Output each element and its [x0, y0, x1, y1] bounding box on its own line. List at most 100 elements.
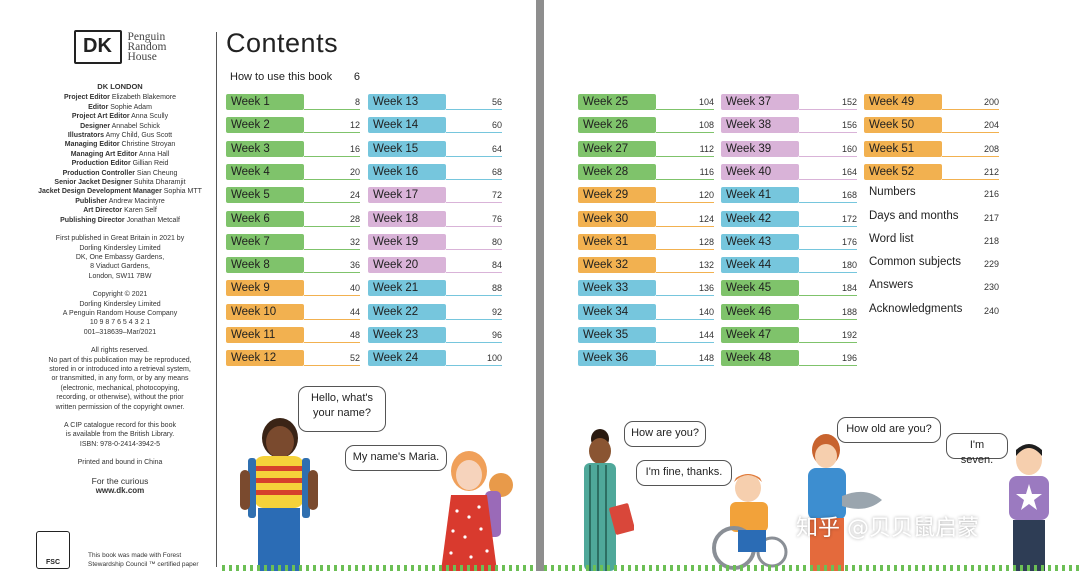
- page-number: 56: [491, 97, 502, 107]
- contents-entry[interactable]: Week 4 20: [226, 163, 360, 181]
- contents-entry[interactable]: Week 1 8: [226, 93, 360, 111]
- credit-row: Illustrators Amy Child, Gus Scott: [30, 131, 210, 140]
- contents-entry[interactable]: Week 3 16: [226, 140, 360, 158]
- week-label: Week 32: [578, 257, 656, 273]
- contents-entry[interactable]: Week 6 28: [226, 210, 360, 228]
- contents-entry[interactable]: Week 48 196: [721, 349, 857, 367]
- page-number: 240: [983, 306, 999, 316]
- contents-entry[interactable]: Week 29 120: [578, 186, 714, 204]
- credit-role: Managing Art Editor: [70, 150, 138, 158]
- week-label: Week 10: [226, 304, 304, 320]
- cip-line: ISBN: 978-0-2414-3942-5: [79, 440, 161, 448]
- website-link[interactable]: www.dk.com: [95, 486, 145, 496]
- week-label: Week 4: [226, 164, 304, 180]
- contents-entry[interactable]: Week 20 84: [368, 256, 502, 274]
- credit-row: Project Art Editor Anna Scully: [30, 112, 210, 121]
- contents-entry[interactable]: Week 11 48: [226, 326, 360, 344]
- entry-rule: [799, 295, 857, 296]
- contents-entry[interactable]: Week 14 60: [368, 116, 502, 134]
- contents-entry[interactable]: Week 13 56: [368, 93, 502, 111]
- fsc-logo: FSC: [36, 531, 70, 569]
- contents-entry[interactable]: Week 24 100: [368, 349, 502, 367]
- contents-entry[interactable]: Week 36 148: [578, 349, 714, 367]
- contents-entry[interactable]: Week 12 52: [226, 349, 360, 367]
- credits-heading: DK LONDON: [97, 82, 143, 91]
- contents-entry[interactable]: Week 30 124: [578, 210, 714, 228]
- copyright-line: Copyright © 2021: [92, 291, 148, 299]
- contents-entry[interactable]: Numbers 216: [869, 186, 999, 204]
- contents-entry[interactable]: Week 51 208: [864, 140, 999, 158]
- contents-entry[interactable]: Week 17 72: [368, 186, 502, 204]
- week-label: Week 39: [721, 141, 799, 157]
- contents-entry[interactable]: Days and months 217: [869, 210, 999, 228]
- cip-line: A CIP catalogue record for this book: [64, 422, 176, 429]
- page-number: 230: [983, 282, 999, 292]
- contents-entry[interactable]: Week 10 44: [226, 303, 360, 321]
- contents-entry[interactable]: Answers 230: [869, 279, 999, 297]
- contents-entry[interactable]: Week 37 152: [721, 93, 857, 111]
- contents-entry[interactable]: Week 33 136: [578, 279, 714, 297]
- page-number: 52: [349, 353, 360, 363]
- week-label: Week 5: [226, 187, 304, 203]
- grass-strip: [222, 565, 536, 571]
- contents-entry[interactable]: Week 15 64: [368, 140, 502, 158]
- contents-entry[interactable]: Week 49 200: [864, 93, 999, 111]
- contents-entry[interactable]: Week 50 204: [864, 116, 999, 134]
- contents-entry[interactable]: Week 18 76: [368, 210, 502, 228]
- contents-entry[interactable]: Week 34 140: [578, 303, 714, 321]
- contents-entry[interactable]: Week 45 184: [721, 279, 857, 297]
- page-number: 112: [699, 144, 714, 154]
- contents-entry[interactable]: Week 27 112: [578, 140, 714, 158]
- contents-entry[interactable]: Week 44 180: [721, 256, 857, 274]
- week-label: Week 1: [226, 94, 304, 110]
- contents-entry[interactable]: Week 21 88: [368, 279, 502, 297]
- week-label: Week 2: [226, 117, 304, 133]
- contents-entry[interactable]: Week 2 12: [226, 116, 360, 134]
- entry-rule: [446, 202, 502, 203]
- contents-entry[interactable]: Week 43 176: [721, 233, 857, 251]
- contents-entry[interactable]: Week 46 188: [721, 303, 857, 321]
- entry-rule: [304, 132, 360, 133]
- contents-entry[interactable]: Week 38 156: [721, 116, 857, 134]
- entry-rule: [446, 226, 502, 227]
- how-to-entry[interactable]: How to use this book 6: [230, 71, 360, 83]
- week-label: Week 29: [578, 187, 656, 203]
- contents-entry[interactable]: Word list 218: [869, 233, 999, 251]
- contents-entry[interactable]: Week 28 116: [578, 163, 714, 181]
- week-label: Week 52: [864, 164, 942, 180]
- contents-entry[interactable]: Week 31 128: [578, 233, 714, 251]
- contents-entry[interactable]: Week 39 160: [721, 140, 857, 158]
- contents-entry[interactable]: Week 32 132: [578, 256, 714, 274]
- contents-entry[interactable]: Week 47 192: [721, 326, 857, 344]
- contents-entry[interactable]: Common subjects 229: [869, 256, 999, 274]
- speech-bubble-fine-thanks: I'm fine, thanks.: [636, 460, 732, 486]
- credits-column: DK Penguin Random House DK LONDON Projec…: [30, 30, 210, 495]
- contents-entry[interactable]: Week 52 212: [864, 163, 999, 181]
- contents-entry[interactable]: Week 23 96: [368, 326, 502, 344]
- contents-entry[interactable]: Week 40 164: [721, 163, 857, 181]
- contents-entry[interactable]: Week 8 36: [226, 256, 360, 274]
- contents-entry[interactable]: Week 16 68: [368, 163, 502, 181]
- contents-entry[interactable]: Week 22 92: [368, 303, 502, 321]
- contents-entry[interactable]: Week 42 172: [721, 210, 857, 228]
- page-number: 80: [491, 237, 502, 247]
- contents-entry[interactable]: Week 41 168: [721, 186, 857, 204]
- contents-entry[interactable]: Week 26 108: [578, 116, 714, 134]
- contents-entry[interactable]: Week 19 80: [368, 233, 502, 251]
- contents-entry[interactable]: Week 9 40: [226, 279, 360, 297]
- page-number: 120: [698, 190, 714, 200]
- contents-entry[interactable]: Week 35 144: [578, 326, 714, 344]
- credit-name: Sophie Adam: [110, 103, 152, 111]
- credit-role: Managing Editor: [64, 141, 120, 149]
- page-number: 76: [491, 214, 502, 224]
- page-number: 184: [841, 283, 857, 293]
- first-published-line: DK, One Embassy Gardens,: [75, 253, 165, 261]
- page-number: 48: [349, 330, 360, 340]
- contents-entry[interactable]: Week 5 24: [226, 186, 360, 204]
- contents-entry[interactable]: Week 25 104: [578, 93, 714, 111]
- contents-entry[interactable]: Week 7 32: [226, 233, 360, 251]
- contents-entry[interactable]: Acknowledgments 240: [869, 303, 999, 321]
- entry-rule: [799, 342, 857, 343]
- entry-rule: [656, 365, 714, 366]
- page-number: 92: [491, 307, 502, 317]
